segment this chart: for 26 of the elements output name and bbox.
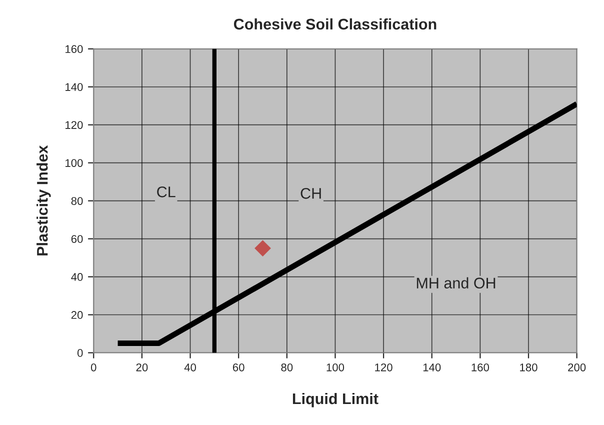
y-tick-label: 100 bbox=[66, 159, 83, 167]
x-tick-label: 160 bbox=[472, 363, 490, 372]
x-axis-title: Liquid Limit bbox=[292, 392, 378, 408]
x-tick-label: 0 bbox=[90, 363, 96, 372]
annotation: MH and OH bbox=[416, 277, 496, 288]
x-tick-label: 20 bbox=[136, 363, 148, 372]
y-tick-label: 60 bbox=[71, 235, 83, 243]
x-tick-label: 40 bbox=[184, 363, 196, 372]
y-tick-label: 80 bbox=[71, 197, 83, 205]
y-tick-label: 140 bbox=[66, 83, 83, 91]
chart-title: Cohesive Soil Classification bbox=[234, 18, 436, 30]
x-tick-label: 200 bbox=[568, 363, 586, 372]
y-tick-label: 20 bbox=[71, 311, 83, 319]
x-tick-label: 80 bbox=[281, 363, 293, 372]
x-tick-label: 100 bbox=[326, 363, 344, 372]
y-axis-title: Plasticity Index bbox=[36, 145, 51, 256]
x-tick-label: 140 bbox=[423, 363, 441, 372]
y-tick-label: 0 bbox=[77, 349, 83, 357]
annotation: CH bbox=[300, 188, 321, 199]
x-tick-label: 120 bbox=[375, 363, 392, 372]
annotation: CL bbox=[157, 186, 176, 198]
y-tick-label: 40 bbox=[71, 273, 83, 281]
x-tick-label: 180 bbox=[520, 363, 538, 372]
y-tick-label: 160 bbox=[66, 45, 83, 54]
y-tick-label: 120 bbox=[66, 121, 83, 129]
x-tick-label: 60 bbox=[232, 363, 244, 372]
